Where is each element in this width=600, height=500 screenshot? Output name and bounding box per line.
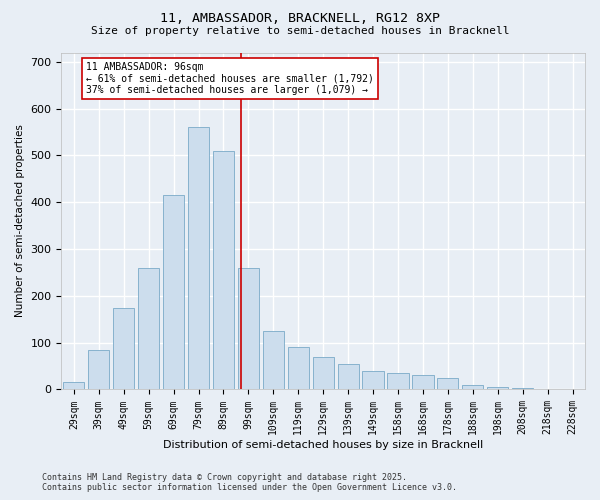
Text: 11, AMBASSADOR, BRACKNELL, RG12 8XP: 11, AMBASSADOR, BRACKNELL, RG12 8XP	[160, 12, 440, 26]
Bar	[512, 388, 533, 390]
Bar	[437, 378, 458, 390]
Bar	[412, 376, 434, 390]
Bar	[287, 348, 309, 390]
Y-axis label: Number of semi-detached properties: Number of semi-detached properties	[15, 124, 25, 318]
Text: Size of property relative to semi-detached houses in Bracknell: Size of property relative to semi-detach…	[91, 26, 509, 36]
Bar	[462, 385, 484, 390]
Bar	[537, 388, 558, 390]
Bar	[238, 268, 259, 390]
Bar	[213, 151, 234, 390]
Bar	[338, 364, 359, 390]
Bar	[362, 371, 383, 390]
Bar	[138, 268, 159, 390]
Bar	[487, 387, 508, 390]
Bar	[313, 356, 334, 390]
Bar	[188, 128, 209, 390]
Bar	[388, 373, 409, 390]
X-axis label: Distribution of semi-detached houses by size in Bracknell: Distribution of semi-detached houses by …	[163, 440, 484, 450]
Bar	[263, 331, 284, 390]
Bar	[63, 382, 85, 390]
Text: 11 AMBASSADOR: 96sqm
← 61% of semi-detached houses are smaller (1,792)
37% of se: 11 AMBASSADOR: 96sqm ← 61% of semi-detac…	[86, 62, 374, 95]
Bar	[113, 308, 134, 390]
Bar	[163, 195, 184, 390]
Text: Contains HM Land Registry data © Crown copyright and database right 2025.
Contai: Contains HM Land Registry data © Crown c…	[42, 473, 457, 492]
Bar	[88, 350, 109, 390]
